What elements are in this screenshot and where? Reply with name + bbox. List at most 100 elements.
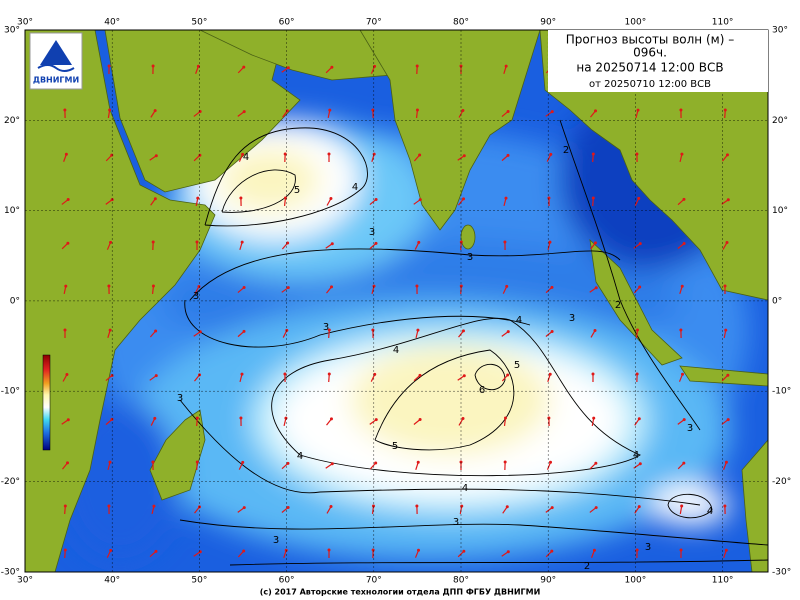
title-box: Прогноз высоты волн (м) – 096ч. на 20250…: [548, 30, 768, 92]
arrow-head: [108, 460, 112, 464]
lon-label: 70°: [366, 576, 382, 586]
arrow-head: [724, 460, 728, 464]
arrow-head: [635, 548, 639, 552]
logo-text: ДВНИГМИ: [33, 76, 79, 85]
arrow-head: [417, 548, 421, 552]
arrow-head: [285, 109, 289, 113]
title-line: от 20250710 12:00 ВСВ: [589, 79, 711, 90]
arrow-head: [679, 108, 683, 112]
arrow-head: [682, 418, 686, 422]
arrow-head: [64, 152, 68, 156]
arrow-head: [506, 373, 510, 377]
contour-label: 5: [392, 441, 398, 452]
arrow-head: [374, 197, 378, 201]
arrow-head: [637, 417, 641, 421]
arrow-head: [416, 328, 420, 332]
arrow-head: [151, 64, 155, 68]
arrow-head: [330, 65, 334, 69]
arrow-head: [549, 152, 553, 156]
arrow-head: [636, 108, 640, 112]
arrow-head: [506, 109, 510, 113]
arrow-head: [107, 284, 111, 288]
arrow-head: [415, 504, 419, 508]
contour-label: 3: [273, 535, 279, 546]
arrow-head: [284, 548, 288, 552]
arrow-head: [547, 196, 551, 200]
arrow-head: [286, 461, 290, 465]
arrow-head: [198, 110, 202, 114]
contour-label: 4: [393, 345, 399, 356]
arrow-head: [726, 373, 730, 377]
lon-label: 30°: [17, 18, 33, 28]
lon-label: 70°: [366, 18, 382, 28]
arrow-head: [594, 109, 598, 113]
arrow-head: [240, 240, 244, 244]
arrow-head: [504, 64, 508, 68]
arrow-head: [726, 198, 730, 202]
arrow-head: [283, 372, 287, 376]
arrow-head: [327, 152, 331, 156]
arrow-head: [284, 416, 288, 420]
arrow-head: [462, 374, 466, 378]
title-line: 096ч.: [633, 46, 667, 60]
lat-label: -10°: [1, 387, 20, 397]
lat-label: 10°: [772, 206, 788, 216]
arrow-head: [506, 550, 510, 554]
arrow-head: [506, 330, 510, 334]
arrow-head: [241, 152, 245, 156]
arrow-head: [242, 285, 246, 289]
arrow-head: [242, 506, 246, 510]
arrow-head: [723, 108, 727, 112]
arrow-head: [239, 196, 243, 200]
arrow-head: [330, 242, 334, 246]
arrow-head: [506, 153, 510, 157]
arrow-head: [63, 504, 67, 508]
contour-label: 3: [687, 423, 693, 434]
arrow-head: [592, 548, 596, 552]
lat-label: -10°: [772, 387, 791, 397]
contour-label: 3: [193, 291, 199, 302]
contour-label: 5: [514, 360, 520, 371]
arrow-head: [591, 372, 595, 376]
arrow-head: [154, 329, 158, 333]
lon-label: 100°: [625, 18, 647, 28]
arrow-head: [154, 549, 158, 553]
arrow-head: [283, 152, 287, 156]
arrow-head: [329, 417, 333, 421]
lat-label: 0°: [772, 296, 782, 306]
arrow-head: [63, 548, 67, 552]
arrow-head: [63, 328, 67, 332]
lon-label: 50°: [191, 576, 207, 586]
arrow-head: [107, 504, 111, 508]
arrow-head: [724, 548, 728, 552]
lat-label: -30°: [772, 567, 791, 577]
arrow-head: [373, 64, 377, 68]
footer: (c) 2017 Авторские технологии отдела ДПП…: [260, 588, 541, 597]
arrow-head: [242, 65, 246, 69]
arrow-head: [329, 505, 333, 509]
arrow-head: [242, 110, 246, 114]
contour-label: 2: [615, 300, 621, 311]
contour-label: 3: [177, 393, 183, 404]
arrow-head: [154, 154, 158, 158]
lon-label: 30°: [17, 576, 33, 586]
arrow-head: [153, 416, 157, 420]
arrow-head: [242, 329, 246, 333]
arrow-head: [417, 240, 421, 244]
arrow-head: [109, 240, 113, 244]
map-frame: [24, 29, 769, 573]
arrow-head: [286, 286, 290, 290]
arrow-head: [240, 372, 244, 376]
arrow-head: [550, 549, 554, 553]
lat-label: -30°: [1, 567, 20, 577]
contour-label: 4: [707, 506, 713, 517]
contour-label: 2: [563, 145, 569, 156]
arrow-head: [505, 505, 509, 509]
contour-label: 3: [467, 252, 473, 263]
contour-label: 4: [352, 182, 358, 193]
arrow-head: [724, 328, 728, 332]
arrow-head: [462, 549, 466, 553]
arrow-head: [723, 504, 727, 508]
arrow-head: [637, 505, 641, 509]
arrow-head: [371, 504, 375, 508]
